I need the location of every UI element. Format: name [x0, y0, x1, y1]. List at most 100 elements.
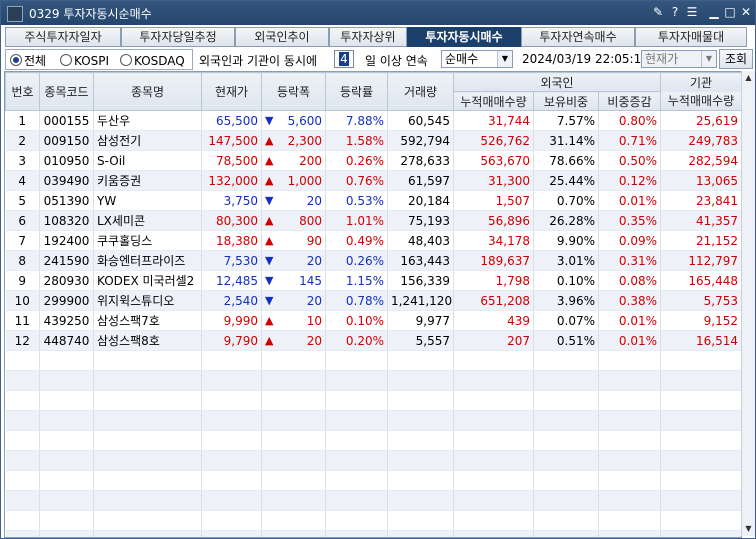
change-value: 20 [306, 253, 322, 268]
query-button[interactable]: 조회 [719, 49, 753, 69]
down-arrow-icon: ▼ [265, 273, 274, 287]
cell-inst-net [660, 530, 741, 537]
radio-all[interactable]: 전체 [10, 53, 46, 69]
header-rate[interactable]: 등락률 [325, 72, 388, 111]
header-no[interactable]: 번호 [5, 72, 40, 111]
cell-foreign-hold [533, 490, 599, 511]
pin-icon[interactable]: ✎ [652, 5, 664, 19]
help-icon[interactable]: ? [671, 5, 679, 19]
tab-investor-top[interactable]: 투자자상위 [329, 27, 407, 47]
table-row[interactable] [5, 390, 741, 411]
table-row[interactable]: 11 439250 삼성스팩7호 9,990 ▲ 10 0.10% 9,977 439 0.07%… [5, 310, 741, 331]
cell-change: ▲ 200 [261, 150, 326, 171]
cell-foreign-net [453, 510, 534, 531]
cell-inst-net: 5,753 [660, 290, 741, 311]
cell-no: 10 [5, 290, 40, 311]
cell-foreign-hold: 25.44% [533, 170, 599, 191]
table-row[interactable] [5, 490, 741, 511]
price-select[interactable]: 현재가 ▼ [641, 50, 717, 68]
table-row[interactable]: 5 051390 YW 3,750 ▼ 20 0.53% 20,184 1,507 0.70% 0.… [5, 190, 741, 211]
tab-volume-profile[interactable]: 투자자매물대 [635, 27, 747, 47]
header-price[interactable]: 현재가 [201, 72, 262, 111]
cell-rate: 0.53% [325, 190, 388, 211]
radio-kospi-label: KOSPI [74, 54, 110, 68]
table-row[interactable]: 3 010950 S-Oil 78,500 ▲ 200 0.26% 278,633 563,67… [5, 150, 741, 171]
cell-foreign-delta: 0.09% [598, 230, 661, 251]
cell-inst-net: 23,841 [660, 190, 741, 211]
close-icon[interactable]: ✕ [740, 5, 752, 19]
cell-foreign-delta: 0.01% [598, 190, 661, 211]
vertical-scrollbar[interactable]: ▲ ▼ [741, 71, 755, 536]
up-arrow-icon: ▲ [265, 153, 274, 167]
radio-kosdaq[interactable]: KOSDAQ [120, 53, 185, 69]
maximize-icon[interactable]: □ [724, 5, 736, 19]
table-row[interactable] [5, 450, 741, 471]
scroll-up-icon[interactable]: ▲ [745, 73, 752, 82]
menu-icon[interactable]: ☰ [686, 5, 698, 19]
cell-inst-net: 282,594 [660, 150, 741, 171]
cell-rate: 0.20% [325, 330, 388, 351]
change-value: 20 [306, 193, 322, 208]
tab-consecutive-buy[interactable]: 투자자연속매수 [521, 27, 635, 47]
minimize-icon[interactable]: ▁ [709, 5, 719, 19]
tab-simultaneous-buy[interactable]: 투자자동시매수 [407, 27, 521, 47]
cell-foreign-net: 563,670 [453, 150, 534, 171]
table-row[interactable]: 7 192400 쿠쿠홀딩스 18,380 ▲ 90 0.49% 48,403 34,178 9.… [5, 230, 741, 251]
table-row[interactable]: 4 039490 키움증권 132,000 ▲ 1,000 0.76% 61,597 31,30… [5, 170, 741, 191]
tab-investor-daily[interactable]: 주식투자자일자 [5, 27, 121, 47]
header-inst-net[interactable]: 누적매매수량 [660, 91, 741, 111]
table-row[interactable]: 1 000155 두산우 65,500 ▼ 5,600 7.88% 60,545 31,744 7… [5, 110, 741, 131]
table-row[interactable] [5, 470, 741, 491]
cell-rate: 1.01% [325, 210, 388, 231]
table-row[interactable]: 6 108320 LX세미콘 80,300 ▲ 800 1.01% 75,193 56,896 2… [5, 210, 741, 231]
cell-no [5, 450, 40, 471]
cell-rate [325, 370, 388, 391]
header-foreign-hold[interactable]: 보유비중 [533, 91, 599, 111]
cell-foreign-delta [598, 370, 661, 391]
table-row[interactable] [5, 510, 741, 531]
cell-rate [325, 350, 388, 371]
cell-foreign-hold [533, 410, 599, 431]
cell-change: ▲ 1,000 [261, 170, 326, 191]
table-row[interactable] [5, 370, 741, 391]
change-value: 10 [306, 313, 322, 328]
cell-volume: 5,557 [387, 330, 454, 351]
header-change[interactable]: 등락폭 [261, 72, 326, 111]
tab-foreign-trend[interactable]: 외국인추이 [235, 27, 329, 47]
table-row[interactable]: 12 448740 삼성스팩8호 9,790 ▲ 20 0.20% 5,557 207 0.51%… [5, 330, 741, 351]
cell-no [5, 510, 40, 531]
cell-foreign-hold: 0.07% [533, 310, 599, 331]
radio-kospi[interactable]: KOSPI [60, 53, 109, 69]
cell-foreign-hold: 7.57% [533, 110, 599, 131]
table-row[interactable] [5, 430, 741, 451]
header-foreign-delta[interactable]: 비중증감 [598, 91, 661, 111]
header-foreign-net[interactable]: 누적매매수량 [453, 91, 534, 111]
cell-foreign-hold [533, 370, 599, 391]
header-volume[interactable]: 거래량 [387, 72, 454, 111]
cell-price: 18,380 [201, 230, 262, 251]
days-input[interactable]: 4 [334, 50, 354, 68]
cell-rate: 0.49% [325, 230, 388, 251]
cell-code [39, 510, 94, 531]
tab-investor-estimate[interactable]: 투자자당일추정 [121, 27, 235, 47]
cell-code: 448740 [39, 330, 94, 351]
scroll-down-icon[interactable]: ▼ [745, 524, 752, 533]
header-code[interactable]: 종목코드 [39, 72, 94, 111]
table-row[interactable]: 8 241590 화승엔터프라이즈 7,530 ▼ 20 0.26% 163,443 189,6… [5, 250, 741, 271]
header-name[interactable]: 종목명 [93, 72, 202, 111]
table-row[interactable]: 10 299900 위지윅스튜디오 2,540 ▼ 20 0.78% 1,241,120 651… [5, 290, 741, 311]
mode-select[interactable]: 순매수 ▼ [441, 50, 513, 68]
table-row[interactable] [5, 410, 741, 431]
table-row[interactable]: 9 280930 KODEX 미국러셀2 12,485 ▼ 145 1.15% 156,339… [5, 270, 741, 291]
table-row[interactable] [5, 350, 741, 371]
cell-price: 132,000 [201, 170, 262, 191]
table-row[interactable] [5, 530, 741, 537]
cell-no [5, 390, 40, 411]
cell-foreign-net [453, 450, 534, 471]
cell-no: 4 [5, 170, 40, 191]
cell-no: 8 [5, 250, 40, 271]
tab-bar: 주식투자자일자 투자자당일추정 외국인추이 투자자상위 투자자동시매수 투자자연… [5, 27, 753, 47]
cell-foreign-hold: 31.14% [533, 130, 599, 151]
cell-price: 3,750 [201, 190, 262, 211]
table-row[interactable]: 2 009150 삼성전기 147,500 ▲ 2,300 1.58% 592,794 526,… [5, 130, 741, 151]
